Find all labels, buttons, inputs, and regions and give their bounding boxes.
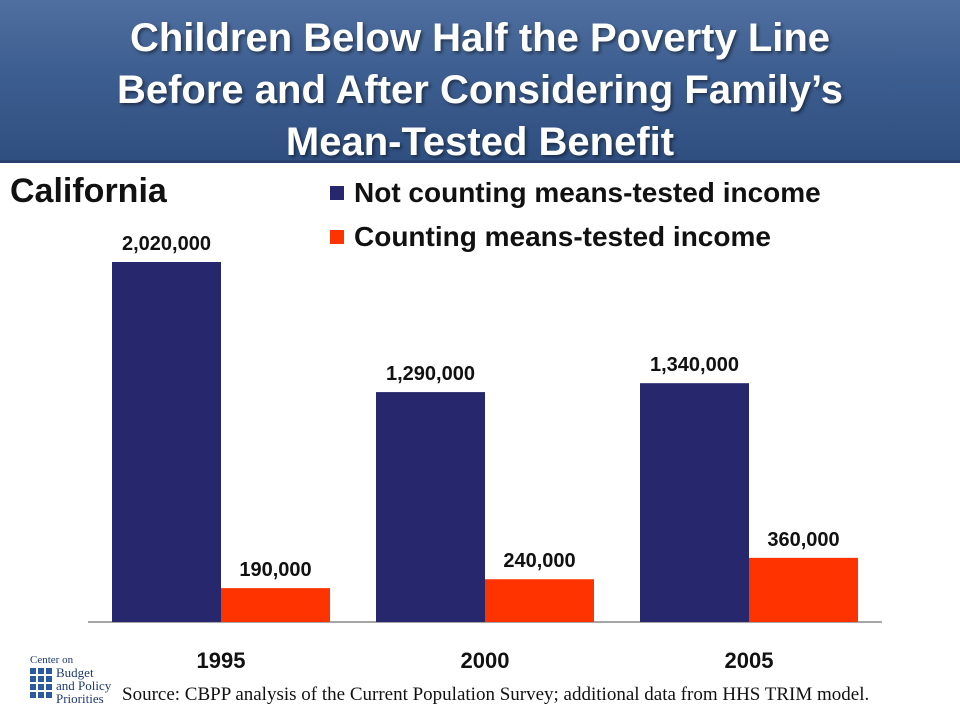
legend-swatch-not-counting	[330, 186, 344, 200]
bar-not-counting-2005	[640, 383, 749, 622]
data-label-not-counting-2000: 1,290,000	[386, 363, 475, 385]
cbpp-logo: Center on Budget and Policy Priorities	[30, 654, 118, 710]
bar-not-counting-2000	[376, 392, 485, 622]
x-tick-label-2005: 2005	[725, 648, 774, 673]
chart-subtitle: California	[10, 172, 167, 210]
bar-not-counting-1995	[112, 262, 221, 622]
logo-line-2: and Policy	[56, 678, 112, 693]
title-band: Children Below Half the Poverty Line Bef…	[0, 0, 960, 164]
title-line-3: Mean-Tested Benefit	[285, 120, 675, 164]
data-label-counting-2005: 360,000	[767, 529, 839, 551]
source-note: Source: CBPP analysis of the Current Pop…	[122, 684, 870, 705]
logo-top-text: Center on	[30, 654, 74, 666]
data-label-not-counting-2005: 1,340,000	[650, 354, 739, 376]
title-line-2: Before and After Considering Family’s	[116, 68, 844, 112]
bar-counting-1995	[221, 588, 330, 622]
legend-swatch-counting	[330, 230, 344, 244]
title-line-1: Children Below Half the Poverty Line	[129, 16, 831, 60]
legend-label-counting: Counting means-tested income	[354, 221, 771, 252]
bar-counting-2005	[749, 557, 858, 622]
bar-counting-2000	[485, 579, 594, 622]
logo-line-3: Priorities	[56, 691, 104, 706]
data-label-not-counting-1995: 2,020,000	[122, 233, 211, 255]
legend-label-not-counting: Not counting means-tested income	[354, 177, 821, 208]
logo-text: Budget and Policy Priorities	[56, 666, 111, 705]
x-tick-label-1995: 1995	[197, 648, 246, 673]
data-label-counting-2000: 240,000	[503, 550, 575, 572]
logo-line-1: Budget	[56, 665, 94, 680]
data-label-counting-1995: 190,000	[239, 559, 311, 581]
x-tick-label-2000: 2000	[461, 648, 510, 673]
